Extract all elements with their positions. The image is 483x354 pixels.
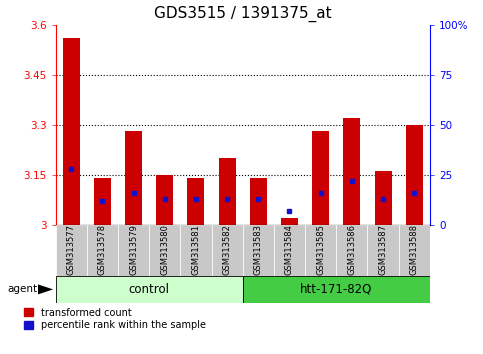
Bar [149, 225, 180, 276]
Text: GSM313581: GSM313581 [191, 224, 200, 275]
Bar [63, 38, 80, 225]
Text: GSM313578: GSM313578 [98, 224, 107, 275]
Text: control: control [128, 283, 170, 296]
Bar [368, 225, 398, 276]
Bar [94, 178, 111, 225]
Bar [312, 131, 329, 225]
Bar [336, 225, 368, 276]
Bar [218, 158, 236, 225]
Bar [125, 131, 142, 225]
Bar [281, 218, 298, 225]
Bar [398, 225, 430, 276]
Bar [87, 225, 118, 276]
Bar [274, 225, 305, 276]
Bar [242, 225, 274, 276]
Bar [156, 175, 173, 225]
Text: GSM313580: GSM313580 [160, 224, 169, 275]
Bar [187, 178, 204, 225]
Bar [406, 125, 423, 225]
Bar [242, 276, 430, 303]
Bar [250, 178, 267, 225]
Text: GSM313577: GSM313577 [67, 224, 76, 275]
Text: htt-171-82Q: htt-171-82Q [300, 283, 372, 296]
Bar [374, 171, 392, 225]
Bar [343, 118, 360, 225]
Text: GSM313583: GSM313583 [254, 224, 263, 275]
Text: GSM313587: GSM313587 [379, 224, 387, 275]
Text: GSM313586: GSM313586 [347, 224, 356, 275]
Text: GSM313588: GSM313588 [410, 224, 419, 275]
Bar [118, 225, 149, 276]
Bar [56, 225, 87, 276]
Text: GSM313579: GSM313579 [129, 224, 138, 275]
Bar [180, 225, 212, 276]
Bar [56, 276, 242, 303]
Text: GSM313585: GSM313585 [316, 224, 325, 275]
Legend: transformed count, percentile rank within the sample: transformed count, percentile rank withi… [24, 308, 206, 330]
Text: GSM313582: GSM313582 [223, 224, 232, 275]
Text: agent: agent [7, 284, 37, 295]
Bar [305, 225, 336, 276]
Title: GDS3515 / 1391375_at: GDS3515 / 1391375_at [154, 6, 331, 22]
Bar [212, 225, 242, 276]
Polygon shape [38, 284, 53, 295]
Text: GSM313584: GSM313584 [285, 224, 294, 275]
